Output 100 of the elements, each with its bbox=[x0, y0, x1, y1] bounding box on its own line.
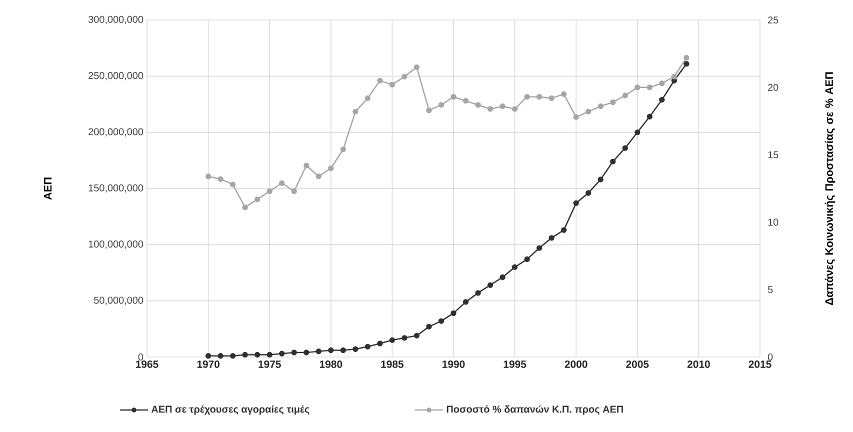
point bbox=[304, 350, 310, 356]
point bbox=[402, 335, 408, 341]
point bbox=[500, 274, 506, 280]
point bbox=[414, 332, 420, 338]
point bbox=[622, 145, 628, 151]
point bbox=[218, 176, 224, 182]
point bbox=[340, 347, 346, 354]
point bbox=[646, 84, 653, 90]
point bbox=[438, 318, 444, 324]
point bbox=[364, 95, 371, 102]
point bbox=[487, 106, 494, 112]
point bbox=[671, 74, 678, 80]
x-tick-label: 1965 bbox=[136, 360, 158, 368]
point bbox=[512, 106, 518, 112]
point bbox=[426, 107, 432, 114]
point bbox=[205, 174, 212, 180]
y-axis-title: ΑΕΠ bbox=[44, 178, 52, 200]
point bbox=[610, 99, 616, 106]
point bbox=[377, 78, 383, 84]
point bbox=[242, 352, 248, 358]
point bbox=[646, 114, 653, 120]
point bbox=[500, 103, 506, 110]
point bbox=[242, 204, 248, 210]
x-tick-label: 1990 bbox=[442, 360, 465, 368]
y-tick-label: 100,000,000 bbox=[88, 240, 144, 249]
y2-tick-label: 0 bbox=[768, 353, 773, 361]
point bbox=[622, 92, 628, 98]
x-tick-label: 2000 bbox=[564, 360, 588, 368]
point bbox=[254, 196, 260, 202]
point bbox=[389, 82, 396, 88]
point bbox=[548, 235, 554, 241]
point bbox=[352, 108, 358, 115]
point bbox=[475, 290, 481, 296]
point bbox=[561, 227, 567, 233]
y-tick-label: 300,000,000 bbox=[88, 16, 144, 24]
point bbox=[684, 60, 690, 67]
point bbox=[230, 182, 236, 188]
point bbox=[414, 64, 420, 70]
point bbox=[598, 103, 604, 110]
point bbox=[352, 346, 358, 352]
point bbox=[316, 174, 322, 180]
point bbox=[548, 95, 554, 102]
x-tick-label: 1995 bbox=[504, 360, 526, 368]
y-tick-label: 0 bbox=[138, 353, 144, 361]
y-tick-label: 200,000,000 bbox=[88, 128, 144, 136]
y2-tick-label: 20 bbox=[768, 84, 778, 91]
point bbox=[487, 282, 494, 288]
point bbox=[304, 162, 310, 168]
point bbox=[462, 98, 469, 104]
point bbox=[266, 188, 272, 194]
x-tick-label: 1975 bbox=[258, 360, 281, 368]
x-tick-label: 2005 bbox=[626, 360, 649, 368]
point bbox=[340, 146, 346, 152]
point bbox=[205, 353, 212, 359]
point bbox=[450, 310, 456, 316]
point bbox=[438, 102, 444, 108]
point bbox=[266, 352, 272, 358]
point bbox=[279, 180, 285, 186]
point bbox=[634, 129, 640, 136]
point bbox=[524, 256, 530, 262]
point bbox=[659, 80, 665, 86]
point bbox=[586, 108, 592, 115]
point bbox=[684, 54, 690, 61]
point bbox=[610, 158, 616, 164]
point bbox=[218, 353, 224, 359]
x-tick-label: 2010 bbox=[687, 360, 710, 368]
y2-axis-title: Δαπάνες Κοινωνικής Προστασίας σε % ΑΕΠ bbox=[824, 72, 836, 305]
y-tick-label: 250,000,000 bbox=[88, 72, 144, 80]
point bbox=[291, 188, 297, 194]
point bbox=[536, 94, 542, 100]
point bbox=[389, 337, 396, 343]
legend-label: Ποσοστό % δαπανών Κ.Π. προς ΑΕΠ bbox=[446, 405, 623, 415]
y2-tick-label: 5 bbox=[768, 286, 773, 294]
point bbox=[634, 84, 640, 90]
point bbox=[316, 348, 322, 354]
x-tick-label: 1980 bbox=[320, 360, 342, 368]
point bbox=[462, 299, 469, 305]
point bbox=[450, 94, 456, 100]
point bbox=[512, 264, 518, 270]
point bbox=[561, 91, 567, 97]
point bbox=[364, 344, 371, 350]
y2-tick-label: 25 bbox=[768, 16, 778, 24]
y-tick-label: 150,000,000 bbox=[88, 184, 144, 193]
x-tick-label: 1970 bbox=[197, 360, 220, 368]
point bbox=[573, 114, 579, 120]
y2-tick-label: 10 bbox=[768, 218, 778, 226]
point bbox=[328, 165, 334, 172]
point bbox=[377, 340, 383, 346]
point bbox=[598, 176, 604, 182]
point bbox=[573, 200, 579, 206]
point bbox=[291, 350, 297, 356]
point bbox=[254, 352, 260, 358]
point bbox=[402, 74, 408, 80]
x-tick-label: 2015 bbox=[748, 360, 772, 368]
y2-tick-label: 15 bbox=[768, 151, 778, 158]
point bbox=[536, 245, 542, 251]
point bbox=[328, 347, 334, 354]
point bbox=[475, 102, 481, 108]
point bbox=[659, 96, 665, 103]
point bbox=[279, 350, 285, 356]
